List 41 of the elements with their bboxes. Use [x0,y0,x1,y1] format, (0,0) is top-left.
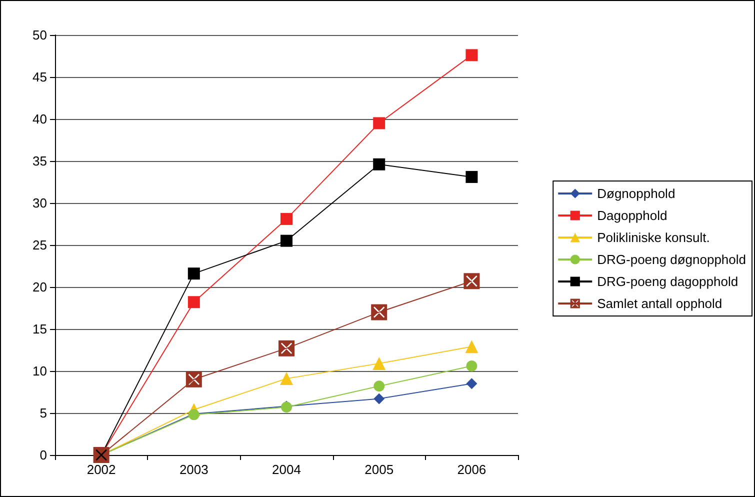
y-tick-label: 35 [32,154,47,168]
point [374,380,385,392]
point [466,49,478,62]
x-tick-label: 2003 [179,462,208,477]
y-tick-label: 50 [32,28,47,42]
point [372,356,386,370]
point [186,371,202,388]
y-tick-label: 25 [32,238,47,252]
point [464,273,480,290]
point [466,360,478,372]
legend-label: Polikliniske konsult. [597,230,710,245]
point [466,378,478,390]
y-tick-label: 10 [32,364,47,378]
point [188,268,200,280]
legend-label: Dagopphold [597,208,668,223]
point [280,372,293,386]
legend-label: Samlet antall opphold [597,296,722,311]
y-tick-label: 30 [32,196,47,210]
legend-label: DRG-poeng døgnopphold [597,252,746,267]
y-tick-label: 40 [32,112,47,126]
x-tick-label: 2005 [364,462,394,477]
point [188,296,200,308]
y-tick-label: 20 [32,280,47,294]
legend-label: Døgnopphold [597,186,676,201]
y-tick-label: 15 [32,322,47,336]
point [280,212,292,225]
point [278,340,294,356]
point [465,340,478,354]
point [280,234,292,247]
y-tick-label: 45 [32,70,47,84]
point [373,158,386,170]
x-tick-label: 2002 [86,462,116,477]
point [371,304,388,320]
x-tick-label: 2004 [272,462,301,477]
point [373,117,386,130]
legend-label: DRG-poeng dagopphold [597,274,738,289]
point [466,170,478,183]
x-tick-label: 2006 [457,462,486,477]
y-tick-label: 0 [40,448,47,462]
y-tick-label: 5 [40,406,47,420]
point [374,393,385,404]
